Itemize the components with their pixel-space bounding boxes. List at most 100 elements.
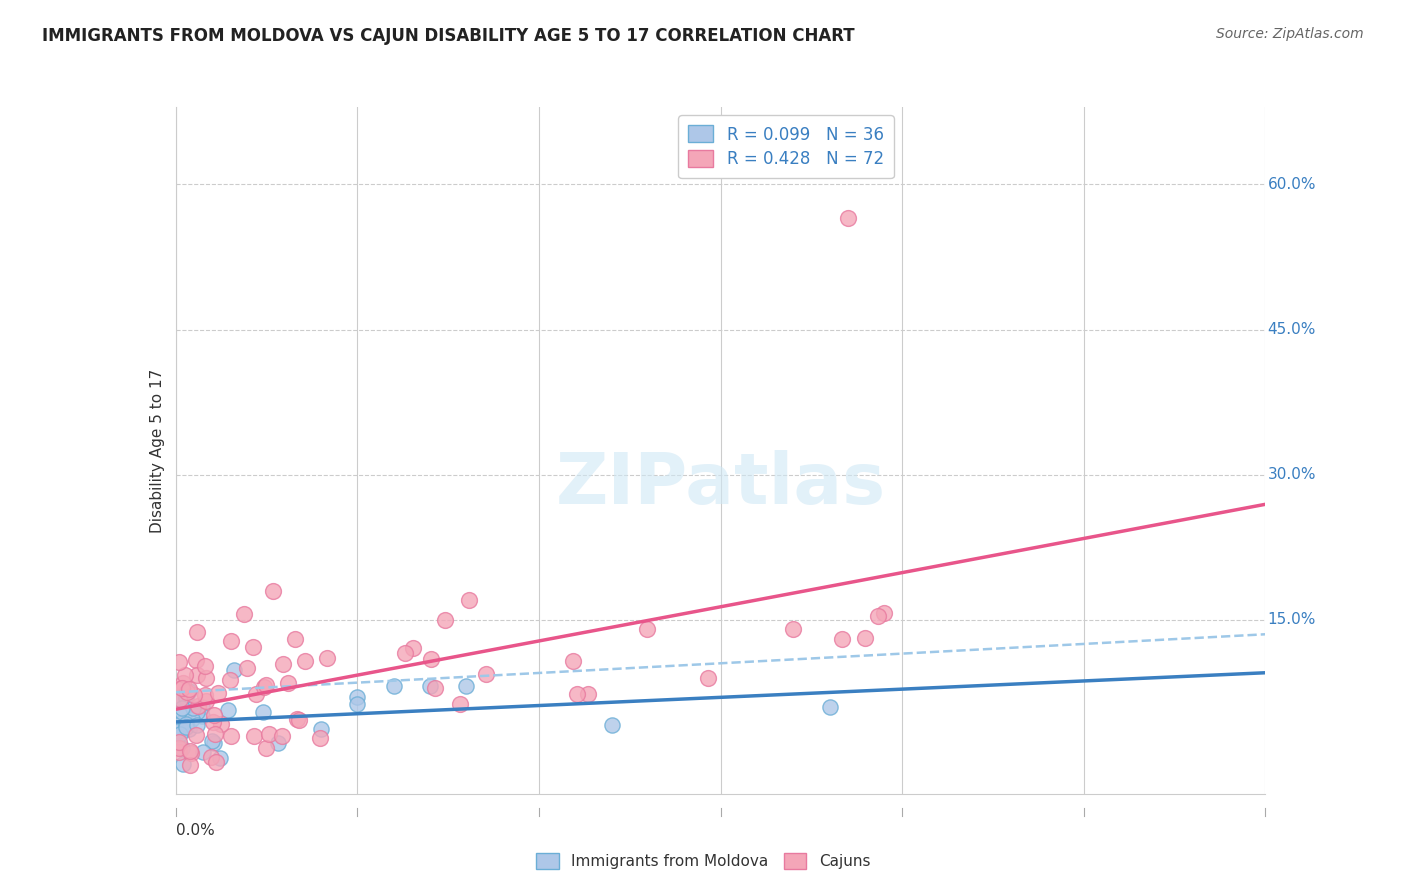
Text: 15.0%: 15.0% (1268, 612, 1316, 627)
Point (232, 607, 254, 622)
Point (174, 720, 197, 734)
Point (346, 697, 368, 711)
Point (170, 723, 193, 738)
Y-axis label: Disability Age 5 to 17: Disability Age 5 to 17 (149, 368, 165, 533)
Point (202, 736, 225, 750)
Point (257, 727, 280, 741)
Point (205, 756, 228, 770)
Point (191, 699, 214, 714)
Point (193, 745, 215, 759)
Point (217, 703, 239, 717)
Point (169, 727, 191, 741)
Point (170, 716, 193, 731)
Legend: Immigrants from Moldova, Cajuns: Immigrants from Moldova, Cajuns (530, 847, 876, 875)
Point (262, 583, 284, 598)
Point (242, 640, 264, 655)
Point (562, 654, 585, 668)
Point (271, 657, 294, 672)
Point (309, 731, 332, 746)
Point (194, 659, 217, 673)
Point (866, 609, 889, 624)
Text: 60.0%: 60.0% (1268, 177, 1316, 192)
Text: IMMIGRANTS FROM MOLDOVA VS CAJUN DISABILITY AGE 5 TO 17 CORRELATION CHART: IMMIGRANTS FROM MOLDOVA VS CAJUN DISABIL… (42, 27, 855, 45)
Point (200, 734, 222, 748)
Point (186, 705, 208, 719)
Point (209, 716, 232, 731)
Point (181, 712, 204, 726)
Point (170, 705, 193, 719)
Point (200, 750, 222, 764)
Point (346, 690, 368, 704)
Point (254, 740, 277, 755)
Point (172, 676, 194, 690)
Point (176, 685, 198, 699)
Point (183, 700, 205, 714)
Point (284, 632, 307, 646)
Point (309, 722, 332, 736)
Point (271, 729, 294, 743)
Text: Source: ZipAtlas.com: Source: ZipAtlas.com (1216, 27, 1364, 41)
Point (837, 211, 859, 226)
Point (207, 686, 229, 700)
Point (166, 723, 188, 738)
Point (219, 633, 242, 648)
Point (315, 650, 337, 665)
Point (186, 718, 208, 732)
Text: 30.0%: 30.0% (1268, 467, 1316, 483)
Point (177, 683, 200, 698)
Text: ZIPatlas: ZIPatlas (555, 450, 886, 519)
Legend: R = 0.099   N = 36, R = 0.428   N = 72: R = 0.099 N = 36, R = 0.428 N = 72 (678, 115, 894, 178)
Point (458, 593, 481, 607)
Point (288, 714, 311, 728)
Point (697, 671, 720, 685)
Point (179, 744, 201, 758)
Point (419, 679, 441, 693)
Point (252, 705, 274, 719)
Point (186, 668, 208, 682)
Point (382, 679, 405, 693)
Point (419, 652, 441, 666)
Point (169, 735, 191, 749)
Point (193, 688, 215, 702)
Point (169, 655, 191, 669)
Point (276, 675, 298, 690)
Point (224, 663, 246, 677)
Point (204, 727, 226, 741)
Point (172, 681, 194, 695)
Text: 45.0%: 45.0% (1268, 322, 1316, 337)
Point (172, 701, 194, 715)
Point (576, 687, 599, 701)
Point (600, 718, 623, 732)
Point (186, 625, 208, 640)
Point (236, 661, 259, 675)
Point (853, 631, 876, 645)
Point (169, 692, 191, 706)
Point (187, 698, 209, 713)
Point (219, 673, 242, 688)
Point (219, 729, 242, 743)
Point (209, 751, 232, 765)
Point (174, 716, 197, 731)
Point (402, 640, 425, 655)
Point (873, 606, 896, 620)
Point (169, 740, 191, 755)
Point (831, 632, 853, 647)
Point (174, 691, 197, 706)
Point (186, 728, 208, 742)
Point (456, 679, 478, 693)
Point (195, 671, 218, 685)
Point (423, 681, 446, 695)
Point (782, 623, 804, 637)
Point (169, 745, 191, 759)
Point (172, 756, 194, 771)
Point (449, 697, 471, 711)
Point (294, 654, 316, 668)
Point (565, 687, 588, 701)
Point (179, 682, 201, 697)
Point (285, 712, 308, 726)
Point (636, 622, 658, 636)
Point (174, 668, 197, 682)
Point (166, 690, 188, 704)
Point (242, 729, 264, 743)
Point (254, 678, 277, 692)
